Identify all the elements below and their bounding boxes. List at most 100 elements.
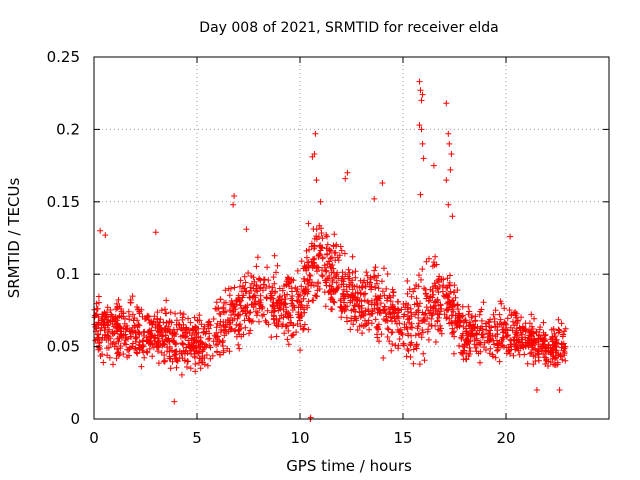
data-point: [379, 278, 385, 285]
data-point: [454, 301, 461, 308]
data-point: [371, 267, 378, 274]
data-point: [115, 338, 122, 345]
data-point: [100, 321, 107, 328]
data-point: [198, 321, 205, 328]
data-point: [501, 319, 508, 326]
data-point: [302, 289, 309, 296]
data-point: [131, 345, 138, 352]
data-point: [264, 264, 271, 271]
data-point: [419, 317, 426, 324]
data-point: [418, 276, 424, 283]
data-point: [467, 333, 474, 340]
data-point: [340, 299, 347, 306]
data-point: [298, 258, 305, 265]
data-point: [298, 283, 305, 290]
data-point: [420, 155, 427, 162]
data-point: [158, 349, 165, 356]
data-point: [453, 321, 460, 328]
data-point: [104, 304, 111, 311]
data-point: [448, 312, 455, 319]
data-point: [239, 308, 246, 315]
data-point: [108, 311, 115, 318]
data-point: [328, 248, 334, 254]
data-point: [276, 315, 283, 322]
data-point: [496, 358, 503, 365]
data-point: [383, 285, 390, 292]
data-point: [358, 302, 365, 309]
data-point: [297, 323, 304, 330]
data-point: [160, 358, 167, 365]
data-point: [144, 349, 151, 356]
data-point: [120, 325, 127, 332]
data-point: [161, 338, 168, 345]
data-point: [384, 334, 391, 340]
data-point: [307, 414, 314, 421]
data-point: [226, 307, 233, 314]
data-point: [295, 291, 302, 298]
data-point: [286, 283, 292, 290]
data-point: [120, 313, 127, 320]
data-point: [245, 270, 252, 276]
data-point: [130, 317, 137, 324]
data-point: [231, 315, 238, 322]
data-point: [312, 130, 319, 137]
data-point: [263, 285, 269, 291]
data-point: [346, 275, 353, 282]
data-point: [115, 296, 122, 303]
data-point: [161, 325, 168, 332]
data-point: [511, 340, 518, 347]
data-point: [497, 298, 504, 305]
data-point: [167, 309, 174, 316]
data-point: [237, 283, 243, 290]
data-point: [149, 321, 156, 328]
data-point: [130, 329, 137, 336]
data-point: [118, 306, 125, 312]
data-point: [227, 285, 234, 292]
data-point: [349, 269, 356, 276]
data-point: [304, 259, 311, 266]
data-point: [221, 299, 228, 306]
data-point: [400, 301, 407, 307]
data-point: [542, 331, 549, 338]
data-point: [504, 332, 511, 338]
data-point: [376, 338, 382, 345]
data-point: [533, 387, 540, 393]
data-point: [342, 175, 349, 182]
data-point: [270, 315, 277, 322]
data-point: [477, 359, 483, 366]
data-point: [313, 177, 320, 184]
data-point: [246, 317, 253, 324]
data-point: [179, 350, 186, 357]
data-point: [113, 300, 120, 307]
data-point: [202, 344, 208, 350]
data-point: [191, 353, 198, 360]
data-point: [507, 336, 514, 343]
data-point: [451, 350, 457, 357]
data-point: [396, 336, 403, 342]
data-point: [263, 294, 270, 301]
data-point: [415, 283, 422, 290]
data-point: [548, 326, 555, 333]
data-point: [247, 284, 254, 291]
data-point: [179, 340, 186, 347]
data-point: [268, 334, 275, 341]
data-point: [540, 351, 547, 357]
data-point: [366, 326, 373, 333]
data-point: [154, 315, 161, 322]
data-point: [507, 350, 513, 357]
data-point: [467, 322, 474, 329]
data-point: [277, 305, 284, 312]
data-point: [416, 361, 423, 368]
data-point: [306, 246, 313, 253]
plot-frame: [93, 56, 610, 420]
data-point: [129, 311, 136, 318]
data-point: [278, 312, 285, 319]
data-point: [516, 351, 523, 358]
data-point: [141, 332, 147, 339]
data-point: [559, 356, 566, 363]
data-point: [96, 335, 102, 342]
data-point: [421, 357, 428, 364]
data-point: [102, 331, 108, 338]
data-point: [237, 321, 244, 328]
data-point: [514, 317, 521, 324]
